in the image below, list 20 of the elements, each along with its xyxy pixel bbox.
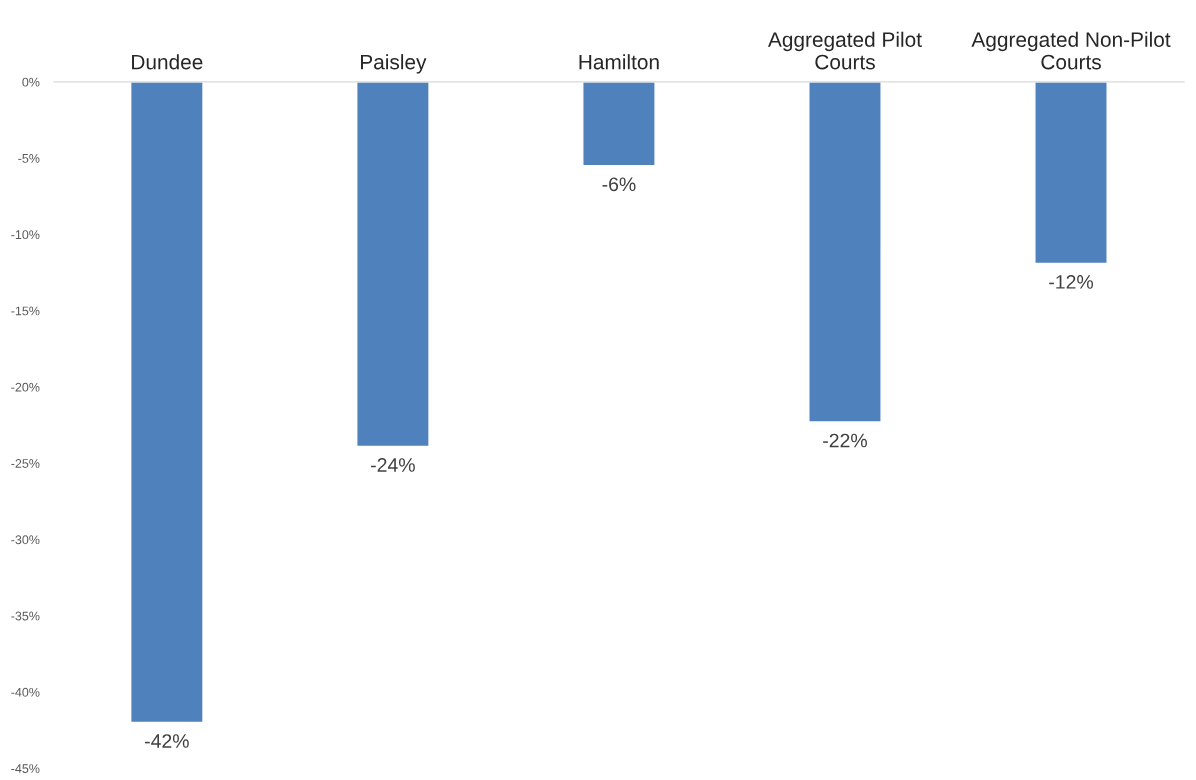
data-label: -6% — [602, 177, 636, 192]
x-tick-label: Aggregated Pilot Courts — [768, 31, 922, 70]
y-tick-label: -5% — [18, 154, 40, 163]
x-tick-label: Hamilton — [579, 54, 659, 70]
y-tick-label: -45% — [11, 764, 40, 773]
y-tick-label: -40% — [11, 687, 40, 697]
x-tick-label: Aggregated Non-Pilot Courts — [971, 31, 1171, 70]
x-tick-label: Dundee — [132, 54, 203, 70]
y-tick-label: -35% — [11, 611, 40, 621]
y-tick-label: -25% — [11, 459, 40, 468]
y-tick-label: 0% — [22, 77, 40, 87]
x-tick-label: Paisley — [361, 54, 427, 74]
data-label: -42% — [145, 734, 189, 748]
y-tick-label: -20% — [11, 382, 40, 392]
y-tick-label: -15% — [11, 306, 40, 316]
data-label: -24% — [371, 458, 415, 472]
data-label: -22% — [823, 433, 867, 448]
data-label: -12% — [1049, 275, 1094, 289]
y-tick-label: -10% — [11, 230, 40, 240]
y-tick-label: -30% — [11, 535, 40, 545]
